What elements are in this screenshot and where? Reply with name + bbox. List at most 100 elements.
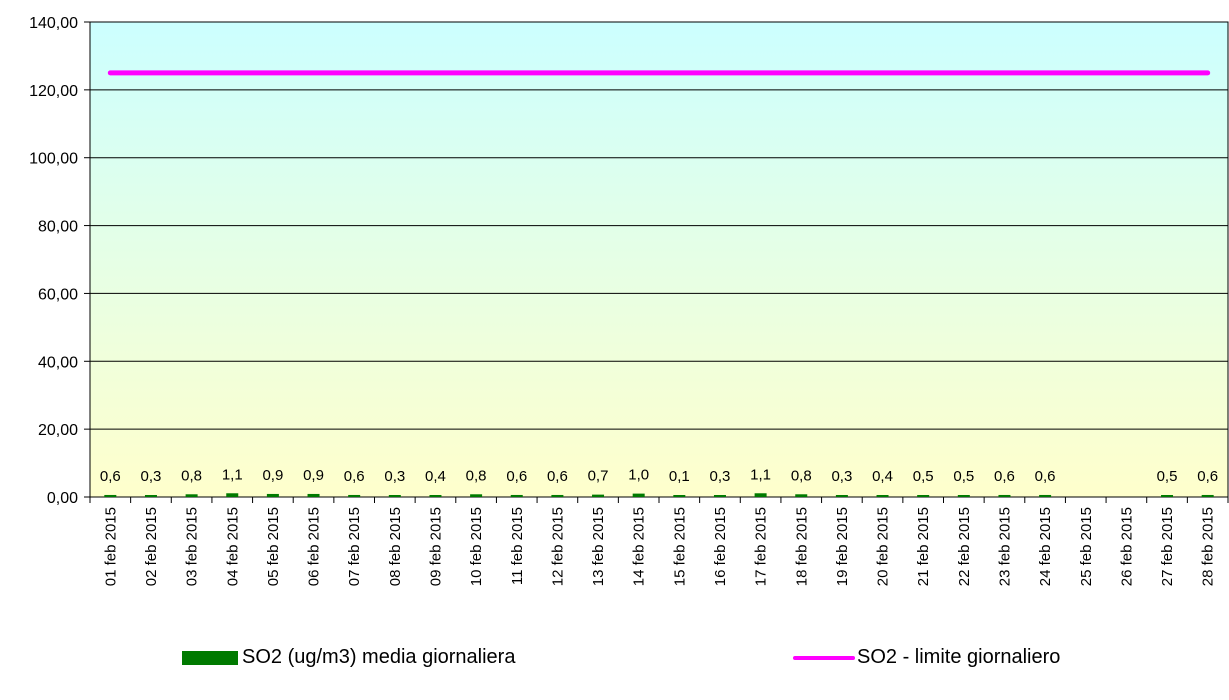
data-label: 1,1 [222, 466, 243, 483]
data-label: 0,1 [669, 468, 690, 485]
bar [266, 493, 279, 497]
bar [713, 495, 726, 497]
bar [185, 494, 198, 497]
data-label: 0,5 [913, 468, 934, 485]
x-tick-label: 09 feb 2015 [427, 507, 444, 586]
x-tick-label: 11 feb 2015 [509, 507, 526, 585]
data-label: 0,6 [344, 468, 365, 485]
y-tick-label: 0,00 [47, 490, 78, 507]
y-axis: 0,00 20,00 40,00 60,00 80,00 100,00 120,00 140,… [29, 15, 1229, 507]
bar [388, 495, 401, 497]
bar [144, 495, 157, 497]
bar [429, 495, 442, 497]
x-tick-label: 24 feb 2015 [1037, 507, 1054, 586]
x-tick-label: 20 feb 2015 [875, 507, 892, 586]
bar [307, 493, 320, 497]
x-tick-label: 13 feb 2015 [590, 507, 607, 586]
legend-line-label: SO2 - limite giornaliero [857, 646, 1061, 668]
x-tick-label: 19 feb 2015 [834, 507, 851, 586]
bar [104, 494, 117, 497]
bar [917, 495, 930, 497]
data-label: 1,1 [750, 466, 771, 483]
x-tick-label: 02 feb 2015 [143, 507, 160, 586]
x-tick-label: 28 feb 2015 [1200, 507, 1217, 586]
x-tick-label: 12 feb 2015 [549, 507, 566, 586]
data-label: 0,9 [303, 467, 324, 484]
data-label: 0,6 [1035, 468, 1056, 485]
x-tick-label: 22 feb 2015 [956, 507, 973, 586]
bar [551, 494, 564, 497]
bar [876, 495, 889, 497]
x-tick-label: 05 feb 2015 [265, 507, 282, 586]
data-label: 0,8 [466, 467, 487, 484]
plot-background [90, 22, 1228, 497]
x-tick-label: 18 feb 2015 [793, 507, 810, 586]
x-tick-label: 27 feb 2015 [1159, 507, 1176, 586]
y-tick-label: 60,00 [38, 286, 78, 303]
x-tick-label: 08 feb 2015 [387, 507, 404, 586]
bar [795, 494, 808, 497]
x-tick-label: 14 feb 2015 [631, 507, 648, 586]
legend-bar-label: SO2 (ug/m3) media giornaliera [242, 646, 516, 668]
bar [754, 493, 767, 497]
bar [998, 494, 1011, 497]
bar [348, 494, 361, 497]
legend-line-swatch [793, 655, 855, 660]
data-label: 0,3 [710, 468, 731, 485]
x-tick-label: 25 feb 2015 [1078, 507, 1095, 586]
y-tick-label: 40,00 [38, 354, 78, 371]
x-tick-label: 06 feb 2015 [306, 507, 323, 586]
grid-lines [90, 89, 1228, 430]
y-tick-label: 100,00 [29, 151, 78, 168]
x-tick-label: 16 feb 2015 [712, 507, 729, 586]
data-label: 0,4 [872, 468, 893, 485]
y-tick-label: 140,00 [29, 15, 78, 32]
data-label: 0,5 [953, 468, 974, 485]
data-label: 0,3 [141, 468, 162, 485]
x-tick-label: 21 feb 2015 [915, 507, 932, 586]
bar [510, 494, 523, 497]
x-tick-label: 17 feb 2015 [753, 507, 770, 586]
bar [1161, 495, 1174, 497]
bar [470, 494, 483, 497]
data-label: 0,3 [831, 468, 852, 485]
data-label: 0,6 [100, 468, 121, 485]
bar [1201, 494, 1214, 497]
data-label: 0,8 [181, 467, 202, 484]
bar-series [104, 493, 1214, 497]
x-axis: 01 feb 2015 02 feb 2015 03 feb 2015 04 feb … [89, 497, 1229, 586]
data-label: 0,3 [384, 468, 405, 485]
y-tick-label: 120,00 [29, 83, 78, 100]
legend-bar-swatch [182, 650, 238, 665]
legend-item-line: SO2 - limite giornaliero [793, 646, 1060, 669]
bar [592, 494, 605, 497]
x-tick-label: 03 feb 2015 [184, 507, 201, 586]
bar [226, 493, 239, 497]
x-tick-label: 01 feb 2015 [102, 507, 119, 586]
data-label: 0,6 [506, 468, 527, 485]
bar [673, 495, 686, 497]
data-label: 0,9 [262, 467, 283, 484]
data-labels: 0,6 0,3 0,8 1,1 0,9 0,9 0,6 0,3 0,4 0,8 0,6 0,6 0,7 1… [100, 466, 1218, 485]
bar [1039, 494, 1052, 497]
data-label: 0,4 [425, 468, 446, 485]
x-tick-label: 15 feb 2015 [671, 507, 688, 586]
legend-item-bar: SO2 (ug/m3) media giornaliera [182, 646, 515, 669]
x-tick-label: 10 feb 2015 [468, 507, 485, 586]
x-tick-label: 23 feb 2015 [996, 507, 1013, 586]
data-label: 0,7 [588, 468, 609, 485]
data-label: 1,0 [628, 467, 649, 484]
bar [632, 493, 645, 497]
x-tick-label: 07 feb 2015 [346, 507, 363, 586]
bar [957, 495, 970, 497]
y-tick-label: 20,00 [38, 422, 78, 439]
bar [835, 495, 848, 497]
data-label: 0,8 [791, 467, 812, 484]
data-label: 0,6 [994, 468, 1015, 485]
data-label: 0,6 [547, 468, 568, 485]
x-tick-label: 04 feb 2015 [224, 507, 241, 586]
x-tick-label: 26 feb 2015 [1118, 507, 1135, 586]
y-tick-label: 80,00 [38, 219, 78, 236]
data-label: 0,6 [1197, 468, 1218, 485]
